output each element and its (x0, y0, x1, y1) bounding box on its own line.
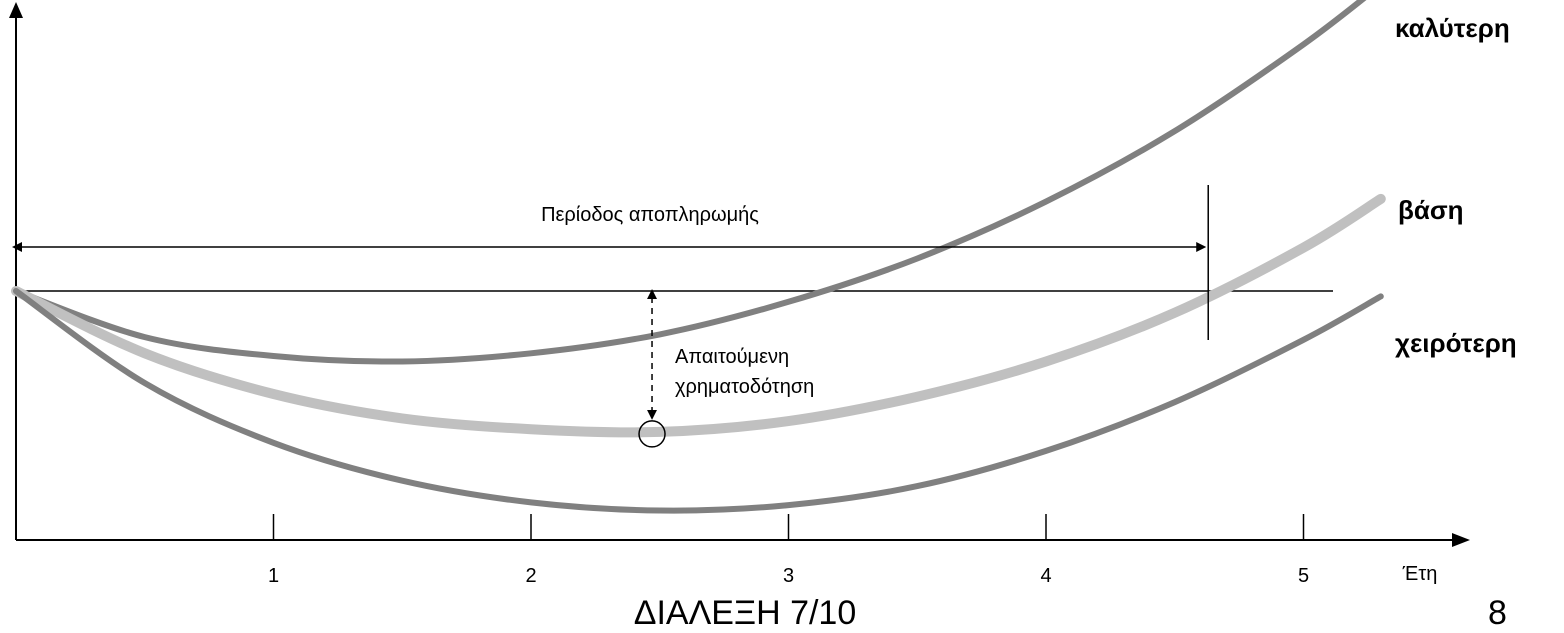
y-axis-arrowhead (9, 2, 23, 18)
series-base-line (11, 193, 1386, 438)
x-axis-label: Έτη (1402, 563, 1438, 585)
page-number: 8 (1488, 594, 1507, 632)
x-tick-label: 3 (783, 565, 794, 587)
x-tick-label: 4 (1040, 565, 1051, 587)
x-axis-arrowhead (1452, 533, 1470, 547)
x-tick-label: 5 (1298, 565, 1309, 587)
series-label-best: καλύτερη (1395, 13, 1510, 43)
series-worst-line (13, 288, 1384, 514)
footer-title: ΔΙΑΛΕΞΗ 7/10 (634, 594, 857, 632)
minimum-point-marker (638, 420, 666, 448)
series-label-base: βάση (1398, 195, 1464, 225)
financing-label-line2: χρηματοδότηση (675, 376, 814, 398)
x-ticks: 1 2 3 4 5 (268, 514, 1309, 587)
x-tick-label: 2 (525, 565, 536, 587)
financing-label-line1: Απαιτούμενη (675, 346, 789, 368)
series-label-worst: χειρότερη (1395, 328, 1517, 358)
series-best-line (13, 0, 1367, 365)
x-tick-label: 1 (268, 565, 279, 587)
payback-period-label: Περίοδος αποπληρωμής (541, 204, 759, 226)
series-layer (11, 0, 1386, 514)
